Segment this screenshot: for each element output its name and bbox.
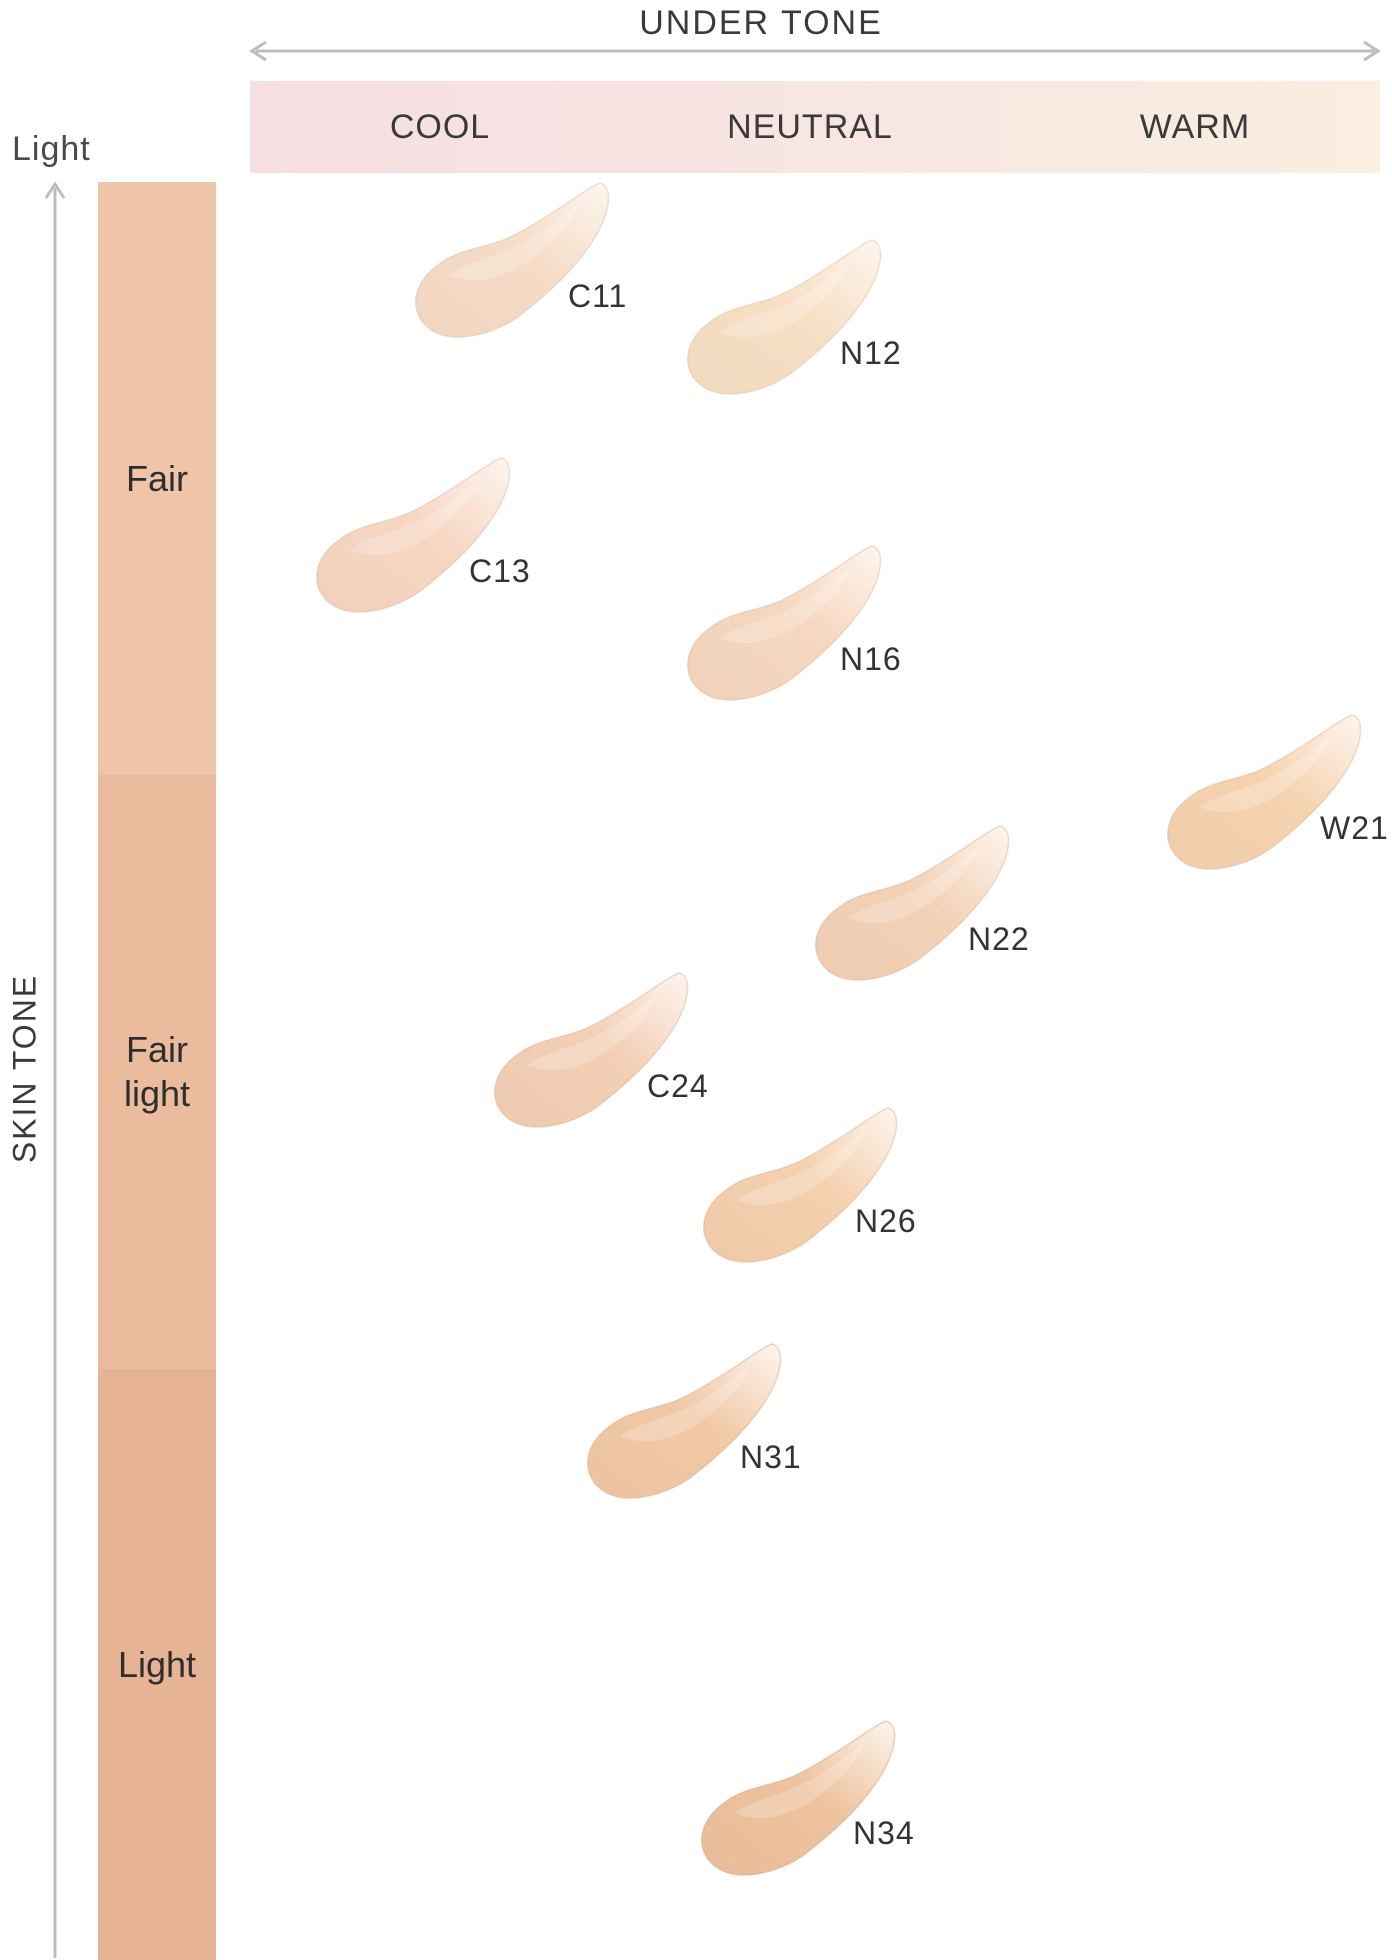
light-direction-label: Light [12,130,91,168]
skin-band-light: Light [98,1369,216,1960]
swatch-highlight [527,995,657,1071]
swatch-n31 [587,1343,782,1499]
swatch-shape [703,1107,898,1263]
swatch-highlight [734,1743,864,1819]
swatch-n34 [701,1720,896,1876]
shade-label-n16: N16 [840,641,902,677]
undertone-neutral-label: NEUTRAL [727,108,893,146]
skin-band-fair: Fair [98,182,216,775]
skin-tone-arrow [44,181,66,1958]
swatch-highlight [1200,737,1330,813]
swatch-c11 [415,182,610,338]
swatch-shape [494,972,689,1128]
skin-band-label: Fair light [123,1029,191,1114]
swatch-shape [687,545,882,701]
swatch-highlight [349,480,479,556]
skin-band-fair-light: Fair light [98,775,216,1369]
swatch-highlight [848,848,978,924]
swatch-shape [1167,714,1362,870]
swatch-shape [701,1720,896,1876]
shade-label-c13: C13 [469,553,531,589]
skin-band-label: Fair [126,457,188,499]
swatch-n22 [815,825,1010,981]
swatch-shape [815,825,1010,981]
swatch-highlight [448,205,578,281]
undertone-arrow [249,40,1381,62]
shade-label-n31: N31 [740,1439,802,1475]
shade-label-w21: W21 [1320,810,1389,846]
swatch-shape [415,182,610,338]
shade-label-n22: N22 [968,921,1030,957]
skin-band-label: Light [117,1643,197,1685]
shade-label-n26: N26 [855,1203,917,1239]
shade-label-n34: N34 [853,1815,915,1851]
swatch-highlight [720,568,850,644]
swatch-shape [316,457,511,613]
shade-label-c11: C11 [568,278,628,314]
shade-label-c24: C24 [647,1068,709,1104]
swatch-highlight [620,1366,750,1442]
swatch-shape [687,239,882,395]
swatch-n26 [703,1107,898,1263]
swatch-c24 [494,972,689,1128]
shade-label-n12: N12 [840,335,902,371]
undertone-bar [250,81,1380,173]
swatch-shape [587,1343,782,1499]
swatch-n16 [687,545,882,701]
swatch-c13 [316,457,511,613]
undertone-warm-label: WARM [1139,108,1251,146]
swatch-highlight [720,262,850,338]
swatch-w21 [1167,714,1362,870]
undertone-cool-label: COOL [389,108,491,146]
swatch-n12 [687,239,882,395]
undertone-title: UNDER TONE [639,4,883,42]
swatch-highlight [736,1130,866,1206]
